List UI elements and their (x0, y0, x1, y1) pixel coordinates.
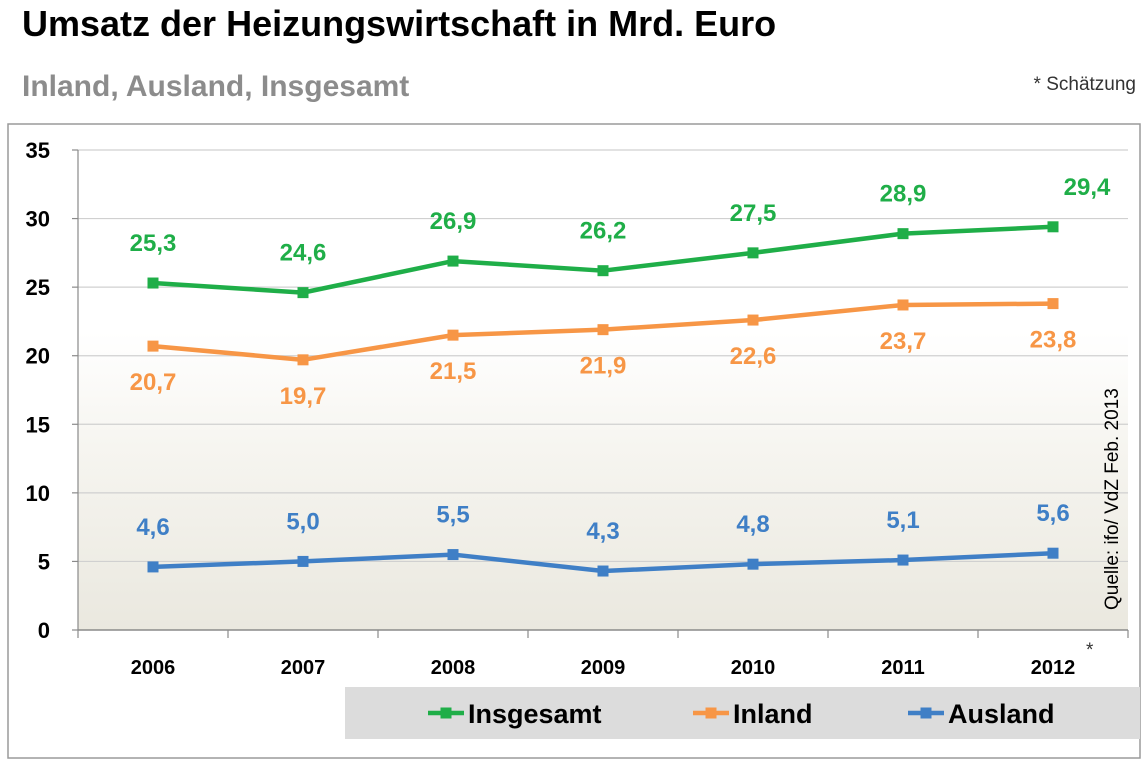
data-point (147, 277, 159, 289)
chart-title: Umsatz der Heizungswirtschaft in Mrd. Eu… (22, 3, 776, 44)
data-label: 24,6 (280, 240, 327, 267)
data-labels: 25,3 24,6 26,9 26,2 27,5 28,9 29,4 20,7 19,7 21,5… (130, 174, 1111, 545)
x-axis: 2006 2007 2008 2009 2010 2011 2012 * (77, 629, 1129, 679)
data-label: 23,8 (1030, 327, 1077, 354)
legend-label-insgesamt: Insgesamt (468, 699, 602, 729)
data-point (597, 324, 609, 336)
data-point (897, 228, 909, 240)
y-tick-label: 15 (26, 412, 50, 437)
data-point (1047, 298, 1059, 310)
legend-swatch-marker (440, 707, 452, 719)
legend-box (345, 687, 1140, 739)
data-label: 4,6 (136, 514, 169, 541)
legend-label-ausland: Ausland (948, 699, 1055, 729)
data-point (297, 555, 309, 567)
data-point (747, 247, 759, 259)
x-tick-label: 2012 (1031, 657, 1076, 679)
x-tick-label: 2010 (731, 657, 776, 679)
data-label: 26,2 (580, 218, 627, 245)
data-label: 5,0 (286, 508, 319, 535)
data-label: 21,9 (580, 353, 627, 380)
data-label: 5,1 (886, 507, 919, 534)
legend-label-inland: Inland (733, 699, 813, 729)
data-point (597, 565, 609, 577)
y-tick-label: 25 (26, 275, 50, 300)
data-label: 28,9 (880, 181, 927, 208)
y-tick-label: 5 (38, 549, 50, 574)
legend: Insgesamt Inland Ausland (428, 699, 1055, 729)
data-label: 5,6 (1036, 500, 1069, 527)
x-tick-label: 2009 (581, 657, 626, 679)
x-tick-label: 2008 (431, 657, 476, 679)
legend-swatch-marker (705, 707, 717, 719)
data-point (747, 558, 759, 570)
data-point (897, 299, 909, 311)
data-point (1047, 221, 1059, 233)
y-tick-label: 10 (26, 481, 50, 506)
x-tick-label: 2011 (881, 657, 924, 679)
data-label: 19,7 (280, 383, 327, 410)
source-note: Quelle: ifo/ VdZ Feb. 2013 (1102, 388, 1123, 610)
data-label: 23,7 (880, 328, 927, 355)
estimate-marker: * (1086, 640, 1094, 661)
series-points (147, 221, 1059, 577)
y-axis: 0 5 10 15 20 25 30 35 (26, 138, 79, 643)
y-tick-label: 0 (38, 618, 50, 643)
y-tick-label: 20 (26, 344, 50, 369)
data-label: 26,9 (430, 208, 477, 235)
legend-swatch-marker (920, 707, 932, 719)
data-point (747, 314, 759, 326)
data-point (147, 340, 159, 352)
data-point (447, 549, 459, 561)
data-label: 25,3 (130, 230, 177, 257)
data-label: 29,4 (1064, 174, 1111, 201)
gridlines (78, 149, 1128, 563)
y-tick-label: 30 (26, 207, 50, 232)
data-label: 5,5 (436, 502, 469, 529)
data-point (447, 255, 459, 267)
x-tick-label: 2006 (131, 657, 176, 679)
data-point (897, 554, 909, 566)
data-label: 4,8 (736, 511, 769, 538)
chart-subtitle: Inland, Ausland, Insgesamt (22, 70, 409, 103)
data-point (297, 287, 309, 299)
x-tick-label: 2007 (281, 657, 326, 679)
estimate-note: * Schätzung (1034, 74, 1136, 95)
data-point (447, 329, 459, 341)
data-point (297, 354, 309, 366)
data-label: 27,5 (730, 200, 777, 227)
data-point (147, 561, 159, 573)
y-tick-label: 35 (26, 138, 50, 163)
data-label: 4,3 (586, 518, 619, 545)
data-label: 22,6 (730, 343, 777, 370)
data-point (1047, 547, 1059, 559)
data-point (597, 265, 609, 277)
data-label: 20,7 (130, 369, 177, 396)
data-label: 21,5 (430, 358, 477, 385)
